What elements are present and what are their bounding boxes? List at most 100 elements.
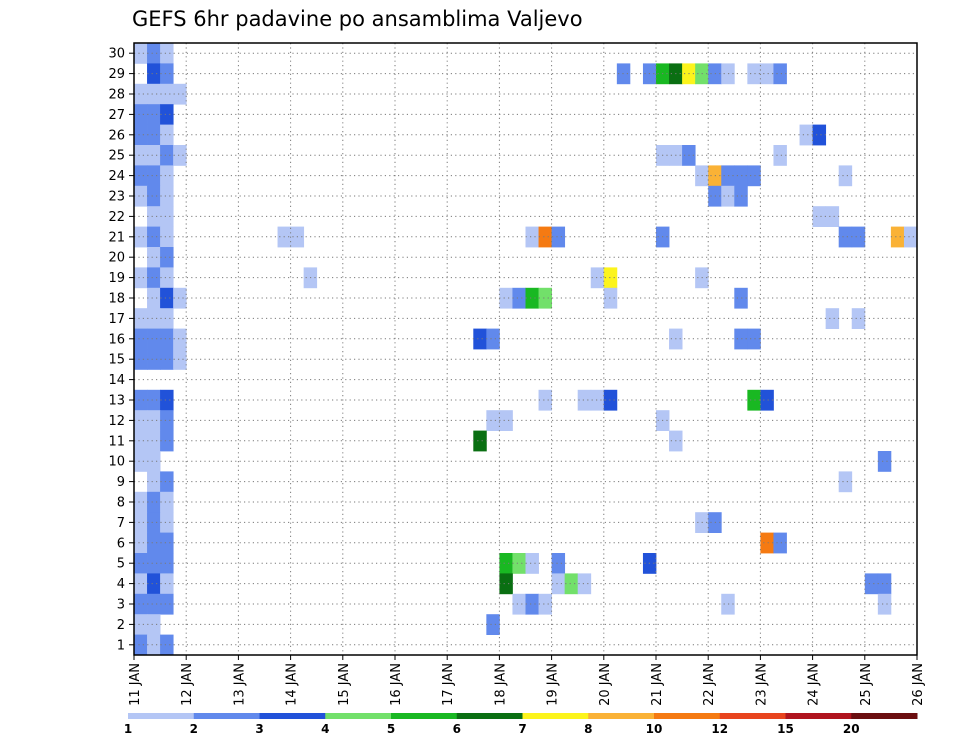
heatmap-cell <box>812 124 827 146</box>
heatmap-cell <box>160 512 174 533</box>
heatmap-cell <box>773 532 787 554</box>
heatmap-cell <box>160 532 174 554</box>
x-tick-label: 14 JAN <box>285 663 300 706</box>
y-tick-label: 11 <box>108 434 125 449</box>
heatmap-cell <box>499 410 513 431</box>
heatmap-cell <box>851 308 866 329</box>
heatmap-cell <box>851 226 866 248</box>
heatmap-cell <box>551 226 566 248</box>
heatmap-cell <box>721 165 735 187</box>
colorbar-label: 3 <box>255 722 263 736</box>
heatmap-cell <box>160 655 173 676</box>
y-tick-label: 10 <box>108 455 125 470</box>
heatmap-cell <box>760 532 774 554</box>
heatmap-cell <box>734 328 748 350</box>
colorbar-label: 5 <box>387 722 395 736</box>
y-tick-label: 3 <box>117 598 125 613</box>
heatmap-cell <box>173 145 187 166</box>
heatmap-cell <box>525 553 539 574</box>
chart-title: GEFS 6hr padavine po ansamblima Valjevo <box>132 7 583 31</box>
heatmap-cell <box>134 43 148 64</box>
heatmap-cell <box>917 125 930 146</box>
y-tick-label: 16 <box>108 332 125 347</box>
x-tick-label: 17 JAN <box>441 663 456 706</box>
heatmap-cell <box>134 226 148 248</box>
heatmap-cell <box>747 328 761 350</box>
heatmap-cell <box>486 410 500 431</box>
heatmap-cell <box>538 593 552 615</box>
colorbar-label: 8 <box>584 722 592 736</box>
heatmap-cell <box>160 634 174 655</box>
heatmap-cell <box>134 104 148 125</box>
colorbar-swatch <box>259 713 326 719</box>
colorbar-label: 15 <box>777 722 794 736</box>
heatmap-cell <box>812 206 827 227</box>
heatmap-cell <box>160 165 174 187</box>
heatmap-cell <box>877 573 892 595</box>
heatmap-cell <box>147 430 161 452</box>
y-axis-ticks: 1234567891011121314151617181920212223242… <box>108 47 134 653</box>
heatmap-cell <box>134 573 148 595</box>
x-tick-label: 16 JAN <box>389 663 404 706</box>
heatmap-cell <box>134 634 148 655</box>
heatmap-cell <box>160 267 174 289</box>
x-tick-label: 24 JAN <box>807 663 822 706</box>
heatmap-cell <box>160 124 174 146</box>
heatmap-cell <box>825 308 840 329</box>
heatmap-cell <box>147 226 161 248</box>
heatmap-cell <box>147 471 161 493</box>
heatmap-cell <box>147 267 161 289</box>
colorbar-swatch <box>193 713 260 719</box>
heatmap-cell <box>160 226 174 248</box>
heatmap-cell <box>147 83 161 105</box>
heatmap-cell <box>838 226 853 248</box>
heatmap-cell <box>160 43 174 64</box>
heatmap-cell <box>499 287 513 309</box>
heatmap-cell <box>147 614 161 635</box>
heatmap-cell <box>147 553 161 574</box>
heatmap-cell <box>147 491 161 513</box>
y-tick-label: 18 <box>108 292 125 307</box>
heatmap-cell <box>603 287 618 309</box>
heatmap-cell <box>134 185 148 207</box>
x-tick-label: 12 JAN <box>180 663 195 706</box>
y-tick-label: 15 <box>108 353 125 368</box>
heatmap-cell <box>147 165 161 187</box>
heatmap-cell <box>486 614 500 635</box>
heatmap-cell <box>173 287 187 309</box>
heatmap-cell <box>160 328 174 350</box>
colorbar-swatch <box>851 713 918 719</box>
heatmap-cell <box>760 389 774 411</box>
heatmap-cell <box>486 328 500 350</box>
heatmap-cell <box>134 593 148 615</box>
y-tick-label: 8 <box>117 496 125 511</box>
x-axis-ticks: 11 JAN 12 JAN 13 JAN 14 JAN 15 JAN 16 JAN 17 J… <box>128 655 926 706</box>
heatmap-cell <box>747 389 761 411</box>
colorbar-swatch <box>719 713 786 719</box>
heatmap-cell <box>525 593 539 615</box>
grid-lines <box>134 43 917 655</box>
plot-frame <box>133 42 918 656</box>
colorbar-legend: 1 2 3 4 5 6 7 8 10 12 15 20 <box>124 713 918 736</box>
heatmap-cell <box>721 185 735 207</box>
heatmap-cell <box>877 451 892 472</box>
y-tick-label: 9 <box>117 475 125 490</box>
heatmap-cell <box>134 512 148 533</box>
heatmap-cell <box>173 83 187 105</box>
y-tick-label: 14 <box>108 373 125 388</box>
heatmap-cell <box>538 287 552 309</box>
colorbar-label: 20 <box>843 722 860 736</box>
x-tick-label: 13 JAN <box>232 663 247 706</box>
y-tick-label: 22 <box>108 210 125 225</box>
heatmap-cell <box>147 573 161 595</box>
heatmap-cell <box>160 389 174 411</box>
heatmap-cell <box>147 124 161 146</box>
heatmap-cell <box>134 328 148 350</box>
heatmap-cell <box>877 593 892 615</box>
heatmap-cell <box>160 206 174 227</box>
heatmap-cell <box>134 451 148 472</box>
heatmap-cell <box>160 145 174 166</box>
heatmap-cell <box>590 389 605 411</box>
heatmap-cell <box>760 63 774 85</box>
